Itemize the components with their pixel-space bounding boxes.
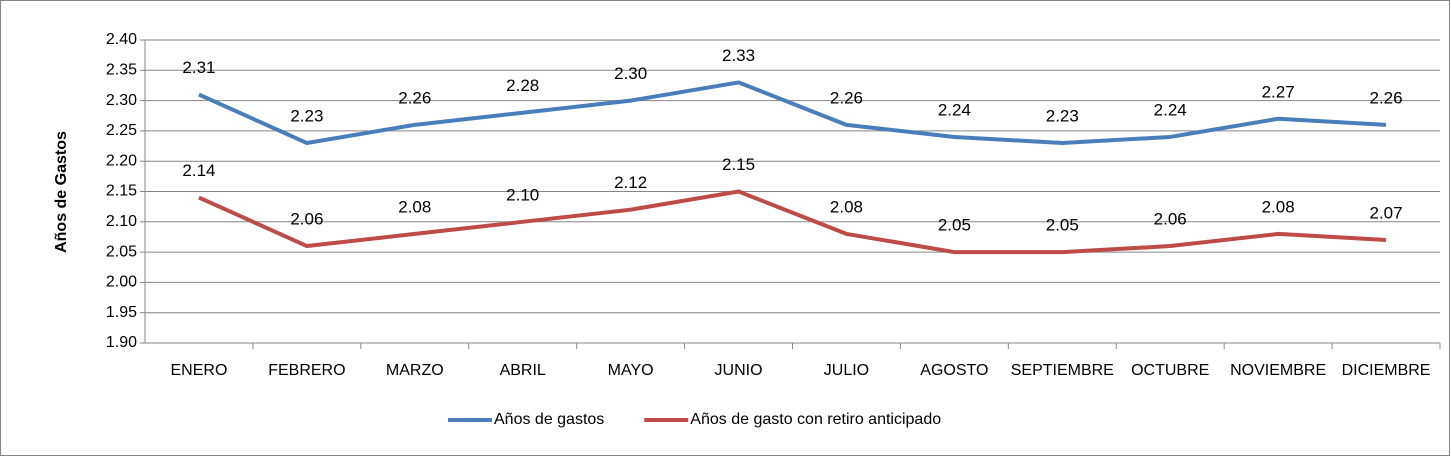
data-label: 2.14: [182, 161, 215, 180]
x-tick-label: JUNIO: [715, 362, 763, 379]
data-label: 2.33: [722, 46, 755, 65]
data-label: 2.24: [1154, 100, 1187, 119]
data-label: 2.06: [290, 210, 323, 229]
data-label: 2.08: [398, 197, 431, 216]
x-tick-label: OCTUBRE: [1131, 362, 1209, 379]
data-label: 2.26: [398, 88, 431, 107]
data-label: 2.05: [1046, 216, 1079, 235]
series-line: [198, 80, 1387, 146]
y-tick-label: 2.00: [106, 274, 137, 291]
y-tick-label: 2.15: [106, 183, 137, 200]
x-tick-label: MAYO: [608, 362, 654, 379]
data-label: 2.06: [1154, 210, 1187, 229]
x-tick-label: SEPTIEMBRE: [1011, 362, 1114, 379]
data-label: 2.28: [506, 76, 539, 95]
y-tick-label: 2.20: [106, 152, 137, 169]
data-label: 2.23: [1046, 107, 1079, 126]
x-tick-label: ENERO: [171, 362, 228, 379]
x-tick-label: ABRIL: [500, 362, 546, 379]
x-tick-label: AGOSTO: [920, 362, 988, 379]
data-label: 2.26: [830, 88, 863, 107]
data-label: 2.05: [938, 216, 971, 235]
x-tick-label: NOVIEMBRE: [1230, 362, 1326, 379]
x-tick-label: JULIO: [824, 362, 869, 379]
data-label: 2.07: [1369, 203, 1402, 222]
x-tick-label: MARZO: [386, 362, 444, 379]
data-label: 2.23: [290, 107, 323, 126]
data-label: 2.26: [1369, 88, 1402, 107]
data-label: 2.08: [1262, 197, 1295, 216]
y-tick-label: 2.25: [106, 122, 137, 139]
series-line: [198, 189, 1387, 255]
y-tick-label: 2.30: [106, 92, 137, 109]
data-label: 2.27: [1262, 82, 1295, 101]
y-tick-label: 1.95: [106, 304, 137, 321]
legend-label: Años de gastos: [494, 411, 604, 428]
data-label: 2.24: [938, 100, 971, 119]
legend-label: Años de gasto con retiro anticipado: [690, 411, 941, 428]
data-label: 2.12: [614, 173, 647, 192]
data-label: 2.08: [830, 197, 863, 216]
y-tick-label: 2.40: [106, 31, 137, 48]
data-label: 2.15: [722, 155, 755, 174]
data-label: 2.10: [506, 185, 539, 204]
y-tick-label: 2.05: [106, 243, 137, 260]
data-label: 2.31: [182, 58, 215, 77]
y-axis-title: Años de Gastos: [53, 131, 70, 253]
x-tick-label: FEBRERO: [268, 362, 345, 379]
y-tick-label: 2.35: [106, 62, 137, 79]
data-label: 2.30: [614, 64, 647, 83]
y-tick-label: 2.10: [106, 213, 137, 230]
x-tick-label: DICIEMBRE: [1342, 362, 1431, 379]
y-tick-label: 1.90: [106, 334, 137, 351]
